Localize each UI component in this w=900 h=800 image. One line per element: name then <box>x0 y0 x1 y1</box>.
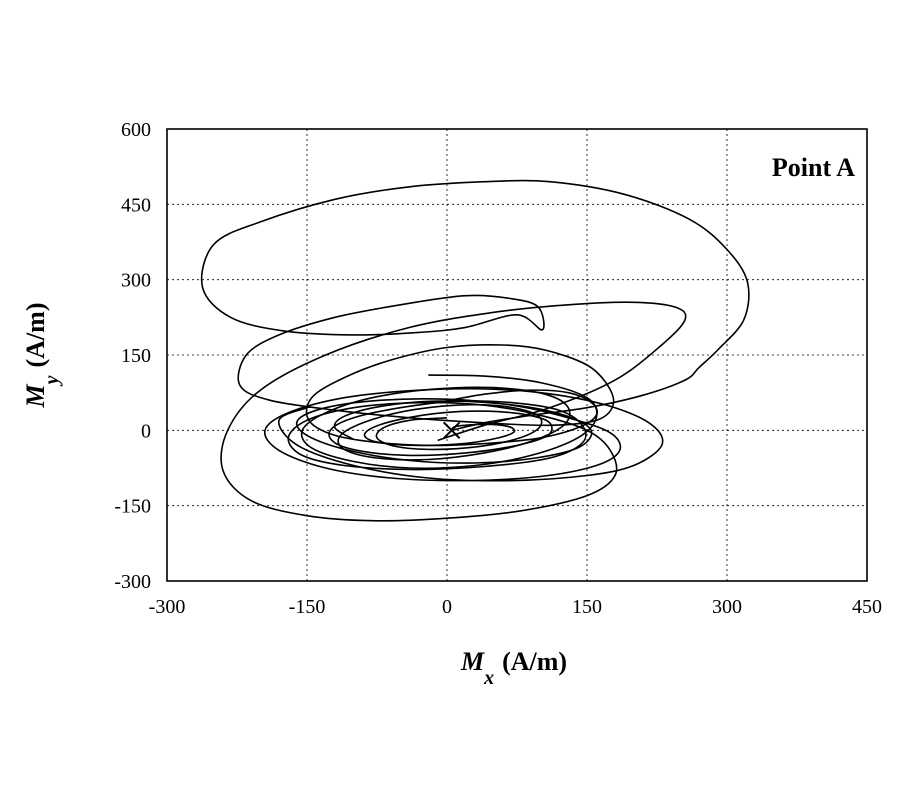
x-tick-label: 300 <box>712 596 742 618</box>
trajectory-segment-1 <box>200 179 750 447</box>
x-tick-labels: -300 -150 0 150 300 450 <box>149 596 882 618</box>
plot-frame <box>166 128 868 582</box>
y-axis-unit: (A/m) <box>21 303 50 368</box>
trajectory-segment-3 <box>263 387 664 482</box>
x-axis-title: Mx (A/m) <box>460 647 567 689</box>
y-axis-subscript: y <box>41 375 63 386</box>
x-tick-label: 0 <box>442 596 452 618</box>
annotation-label: Point A <box>772 153 855 182</box>
data-traces <box>200 179 750 522</box>
x-tick-label: -300 <box>149 596 186 618</box>
x-tick-label: 450 <box>852 596 882 618</box>
y-tick-label: -150 <box>114 496 151 518</box>
y-tick-label: 600 <box>121 119 151 141</box>
origin-marker <box>442 421 461 440</box>
x-axis-subscript: x <box>483 667 494 689</box>
grid-lines <box>167 129 867 581</box>
y-tick-label: 150 <box>121 345 151 367</box>
y-tick-label: 300 <box>121 270 151 292</box>
x-axis-symbol: M <box>460 647 485 676</box>
y-tick-label: 450 <box>121 194 151 216</box>
y-tick-labels: 600 450 300 150 0 -150 -300 <box>114 119 151 593</box>
y-tick-label: 0 <box>141 420 151 442</box>
trajectory-segment-4 <box>300 374 598 470</box>
y-axis-title: My (A/m) <box>21 303 63 409</box>
x-tick-label: 150 <box>572 596 602 618</box>
origin-cross-stroke <box>442 421 461 440</box>
x-axis-unit: (A/m) <box>502 647 567 676</box>
y-tick-label: -300 <box>114 571 151 593</box>
x-tick-label: -150 <box>289 596 326 618</box>
y-axis-symbol: M <box>21 384 50 409</box>
